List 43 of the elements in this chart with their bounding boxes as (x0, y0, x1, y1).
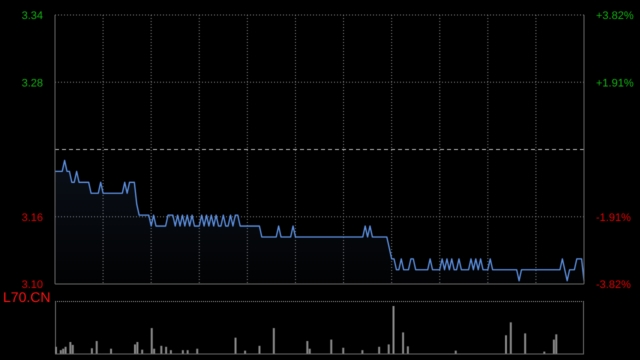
bar (64, 346, 67, 354)
y-tick-label: 3.28 (22, 77, 43, 90)
bar (150, 328, 153, 354)
bar (524, 333, 526, 354)
bar (196, 348, 198, 354)
y2-tick-label: +3.82% (596, 10, 634, 22)
bar (272, 328, 275, 354)
bar (555, 334, 558, 354)
y2-tick-label: +1.91% (596, 77, 634, 90)
bar (406, 346, 409, 354)
bar (505, 335, 508, 354)
y-tick-label: 3.34 (22, 10, 43, 22)
bar (510, 322, 512, 354)
y2-tick-label: -1.91% (596, 212, 632, 224)
bar (388, 344, 390, 354)
y-tick-label: 3.10 (22, 279, 43, 291)
bar (62, 348, 64, 354)
bar (55, 346, 57, 354)
y2-tick-label: -3.82% (596, 279, 632, 291)
bar (182, 350, 184, 354)
bar (234, 338, 237, 354)
bar (186, 350, 189, 354)
bar (141, 350, 144, 354)
bar (392, 306, 395, 354)
bar (136, 342, 138, 354)
bar (110, 348, 112, 354)
bar (69, 342, 72, 354)
bar (90, 348, 93, 354)
text: L70.CN (3, 289, 50, 305)
bar (170, 350, 172, 354)
y-tick-label: 3.16 (22, 212, 43, 224)
bar (160, 346, 162, 354)
bar (72, 344, 74, 354)
bar (330, 340, 332, 354)
bar (165, 346, 168, 354)
bar (361, 350, 364, 354)
bar (402, 332, 404, 354)
bar (60, 350, 62, 354)
bar (378, 346, 380, 354)
bar (306, 341, 308, 354)
bar (134, 344, 136, 354)
bar (96, 341, 98, 354)
bar (258, 346, 260, 354)
